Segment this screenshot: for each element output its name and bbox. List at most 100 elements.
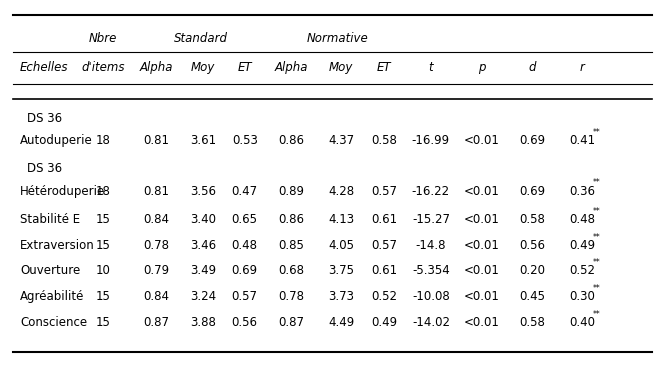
Text: Agréabilité: Agréabilité — [20, 290, 84, 303]
Text: <0.01: <0.01 — [464, 264, 500, 277]
Text: 4.49: 4.49 — [328, 316, 354, 329]
Text: 0.78: 0.78 — [143, 239, 170, 252]
Text: 0.61: 0.61 — [371, 213, 398, 226]
Text: Alpha: Alpha — [140, 61, 173, 74]
Text: -14.8: -14.8 — [416, 239, 446, 252]
Text: <0.01: <0.01 — [464, 316, 500, 329]
Text: 0.58: 0.58 — [519, 316, 545, 329]
Text: 3.49: 3.49 — [190, 264, 216, 277]
Text: <0.01: <0.01 — [464, 290, 500, 303]
Text: **: ** — [593, 128, 600, 137]
Text: 15: 15 — [96, 316, 110, 329]
Text: Autoduperie: Autoduperie — [20, 134, 92, 147]
Text: **: ** — [593, 207, 600, 216]
Text: 15: 15 — [96, 290, 110, 303]
Text: t: t — [429, 61, 433, 74]
Text: 0.36: 0.36 — [569, 184, 595, 198]
Text: 0.84: 0.84 — [143, 213, 170, 226]
Text: 3.73: 3.73 — [328, 290, 354, 303]
Text: -14.02: -14.02 — [412, 316, 450, 329]
Text: 0.87: 0.87 — [278, 316, 305, 329]
Text: 4.05: 4.05 — [328, 239, 354, 252]
Text: 4.28: 4.28 — [328, 184, 354, 198]
Text: 0.89: 0.89 — [278, 184, 305, 198]
Text: 3.24: 3.24 — [190, 290, 216, 303]
Text: 0.45: 0.45 — [519, 290, 545, 303]
Text: <0.01: <0.01 — [464, 213, 500, 226]
Text: 18: 18 — [96, 184, 110, 198]
Text: 0.69: 0.69 — [231, 264, 258, 277]
Text: 0.61: 0.61 — [371, 264, 398, 277]
Text: 0.68: 0.68 — [278, 264, 305, 277]
Text: **: ** — [593, 258, 600, 267]
Text: 0.84: 0.84 — [143, 290, 170, 303]
Text: 0.58: 0.58 — [372, 134, 397, 147]
Text: 0.49: 0.49 — [569, 239, 595, 252]
Text: 0.48: 0.48 — [231, 239, 258, 252]
Text: 0.52: 0.52 — [569, 264, 595, 277]
Text: 0.86: 0.86 — [278, 213, 305, 226]
Text: 18: 18 — [96, 134, 110, 147]
Text: 10: 10 — [96, 264, 110, 277]
Text: 0.57: 0.57 — [371, 239, 398, 252]
Text: r: r — [579, 61, 585, 74]
Text: 0.41: 0.41 — [569, 134, 595, 147]
Text: Moy: Moy — [329, 61, 353, 74]
Text: **: ** — [593, 233, 600, 242]
Text: 0.57: 0.57 — [231, 290, 258, 303]
Text: **: ** — [593, 310, 600, 319]
Text: Normative: Normative — [307, 32, 368, 45]
Text: <0.01: <0.01 — [464, 184, 500, 198]
Text: Extraversion: Extraversion — [20, 239, 94, 252]
Text: 15: 15 — [96, 239, 110, 252]
Text: 0.48: 0.48 — [569, 213, 595, 226]
Text: -10.08: -10.08 — [412, 290, 450, 303]
Text: Conscience: Conscience — [20, 316, 87, 329]
Text: -16.99: -16.99 — [412, 134, 450, 147]
Text: d: d — [528, 61, 536, 74]
Text: 0.78: 0.78 — [278, 290, 305, 303]
Text: 0.49: 0.49 — [371, 316, 398, 329]
Text: p: p — [478, 61, 486, 74]
Text: -15.27: -15.27 — [412, 213, 450, 226]
Text: 0.69: 0.69 — [519, 134, 545, 147]
Text: 0.52: 0.52 — [371, 290, 398, 303]
Text: DS 36: DS 36 — [27, 162, 62, 175]
Text: 0.30: 0.30 — [569, 290, 595, 303]
Text: -16.22: -16.22 — [412, 184, 450, 198]
Text: d'items: d'items — [81, 61, 125, 74]
Text: 0.69: 0.69 — [519, 184, 545, 198]
Text: Hétéroduperie: Hétéroduperie — [20, 184, 105, 198]
Text: 0.79: 0.79 — [143, 264, 170, 277]
Text: Stabilité E: Stabilité E — [20, 213, 80, 226]
Text: 0.20: 0.20 — [519, 264, 545, 277]
Text: Standard: Standard — [174, 32, 227, 45]
Text: -5.354: -5.354 — [412, 264, 450, 277]
Text: <0.01: <0.01 — [464, 134, 500, 147]
Text: Nbre: Nbre — [89, 32, 117, 45]
Text: 3.40: 3.40 — [190, 213, 216, 226]
Text: ET: ET — [237, 61, 252, 74]
Text: DS 36: DS 36 — [27, 112, 62, 126]
Text: 3.56: 3.56 — [190, 184, 216, 198]
Text: <0.01: <0.01 — [464, 239, 500, 252]
Text: 0.81: 0.81 — [143, 184, 170, 198]
Text: 0.86: 0.86 — [278, 134, 305, 147]
Text: **: ** — [593, 284, 600, 293]
Text: 0.87: 0.87 — [143, 316, 170, 329]
Text: 3.88: 3.88 — [190, 316, 215, 329]
Text: 0.56: 0.56 — [231, 316, 258, 329]
Text: 4.13: 4.13 — [328, 213, 354, 226]
Text: 0.53: 0.53 — [232, 134, 257, 147]
Text: 3.61: 3.61 — [190, 134, 216, 147]
Text: 0.85: 0.85 — [279, 239, 304, 252]
Text: Alpha: Alpha — [275, 61, 308, 74]
Text: 0.56: 0.56 — [519, 239, 545, 252]
Text: ET: ET — [377, 61, 392, 74]
Text: 15: 15 — [96, 213, 110, 226]
Text: Ouverture: Ouverture — [20, 264, 80, 277]
Text: 0.65: 0.65 — [231, 213, 258, 226]
Text: 3.46: 3.46 — [190, 239, 216, 252]
Text: 3.75: 3.75 — [328, 264, 354, 277]
Text: Echelles: Echelles — [20, 61, 68, 74]
